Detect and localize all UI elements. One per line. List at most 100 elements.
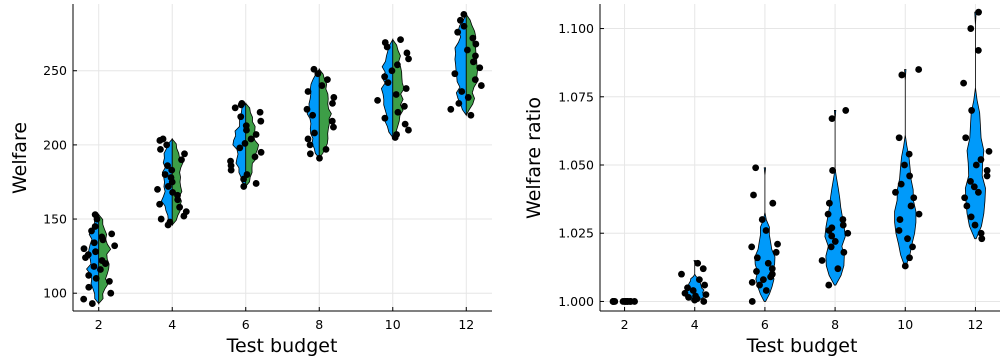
data-point [236, 144, 244, 152]
x-tick-label: 2 [621, 317, 629, 332]
data-point [394, 108, 402, 116]
data-point [764, 259, 772, 267]
data-point [400, 102, 408, 110]
data-point [828, 115, 836, 123]
data-point [252, 131, 260, 138]
right-ticks: 2 4 6 8 10 12 1.000 1.025 1.050 1.075 1.100 [558, 21, 983, 332]
data-point [774, 240, 781, 248]
data-point [469, 58, 477, 66]
data-point [322, 145, 330, 153]
data-point [91, 223, 99, 230]
data-point [985, 147, 993, 155]
data-point [97, 266, 104, 273]
left-points [80, 10, 485, 307]
data-point [825, 199, 833, 207]
data-point [684, 284, 691, 292]
data-point [405, 126, 412, 134]
data-point [242, 122, 250, 130]
data-point [756, 281, 763, 289]
data-point [460, 10, 468, 18]
data-point [402, 85, 410, 92]
data-point [182, 208, 190, 216]
data-point [904, 235, 911, 243]
data-point [611, 298, 619, 305]
data-point [84, 251, 92, 259]
data-point [311, 129, 318, 137]
left-y-axis-title: Welfare [9, 122, 31, 194]
left-violins [86, 13, 478, 305]
data-point [324, 76, 331, 84]
data-point [88, 300, 96, 307]
data-point [314, 70, 322, 78]
data-point [154, 185, 161, 193]
data-point [178, 156, 185, 164]
data-point [895, 134, 903, 142]
data-point [983, 172, 991, 180]
violin [824, 110, 846, 286]
data-point [963, 202, 971, 210]
data-point [975, 8, 982, 16]
x-tick-label: 4 [691, 317, 699, 332]
data-point [829, 167, 837, 174]
data-point [828, 224, 836, 232]
data-point [831, 238, 839, 245]
data-point [231, 104, 239, 112]
data-point [762, 227, 770, 234]
data-point [750, 191, 757, 199]
data-point [164, 162, 171, 170]
data-point [907, 202, 915, 210]
data-point [227, 157, 234, 165]
data-point [983, 167, 991, 174]
data-point [393, 61, 401, 69]
data-point [896, 216, 904, 223]
violin-left-half [380, 38, 394, 139]
data-point [167, 174, 175, 181]
data-point [159, 135, 167, 143]
data-point [915, 66, 923, 73]
data-point [464, 94, 472, 101]
data-point [80, 245, 88, 253]
data-point [961, 194, 969, 202]
x-tick-label: 6 [242, 317, 250, 332]
y-tick-label: 1.000 [558, 294, 594, 309]
data-point [85, 272, 93, 279]
data-point [471, 76, 479, 84]
data-point [769, 199, 777, 207]
x-tick-label: 6 [761, 317, 769, 332]
data-point [98, 257, 106, 264]
data-point [839, 216, 847, 223]
data-point [306, 141, 314, 149]
data-point [98, 233, 106, 241]
data-point [842, 107, 850, 114]
data-point [700, 298, 708, 305]
data-point [107, 289, 115, 297]
data-point [909, 243, 916, 251]
data-point [968, 107, 976, 114]
data-point [472, 40, 480, 48]
y-tick-label: 1.050 [558, 158, 594, 173]
data-point [828, 232, 836, 240]
data-point [695, 276, 703, 284]
x-tick-label: 10 [385, 317, 401, 332]
data-point [971, 221, 979, 229]
data-point [92, 248, 99, 256]
data-point [401, 120, 409, 128]
data-point [768, 270, 776, 278]
y-tick-label: 250 [43, 63, 67, 78]
data-point [901, 161, 908, 169]
data-point [381, 39, 389, 46]
data-point [330, 94, 338, 101]
data-point [469, 34, 477, 42]
data-point [844, 229, 852, 237]
data-point [80, 295, 88, 303]
data-point [977, 229, 985, 237]
data-point [967, 177, 974, 185]
data-point [905, 150, 913, 158]
data-point [681, 289, 689, 297]
data-point [768, 265, 776, 273]
data-point [304, 135, 312, 143]
data-point [467, 111, 475, 119]
data-point [252, 180, 260, 187]
data-point [90, 239, 98, 247]
data-point [237, 113, 245, 121]
